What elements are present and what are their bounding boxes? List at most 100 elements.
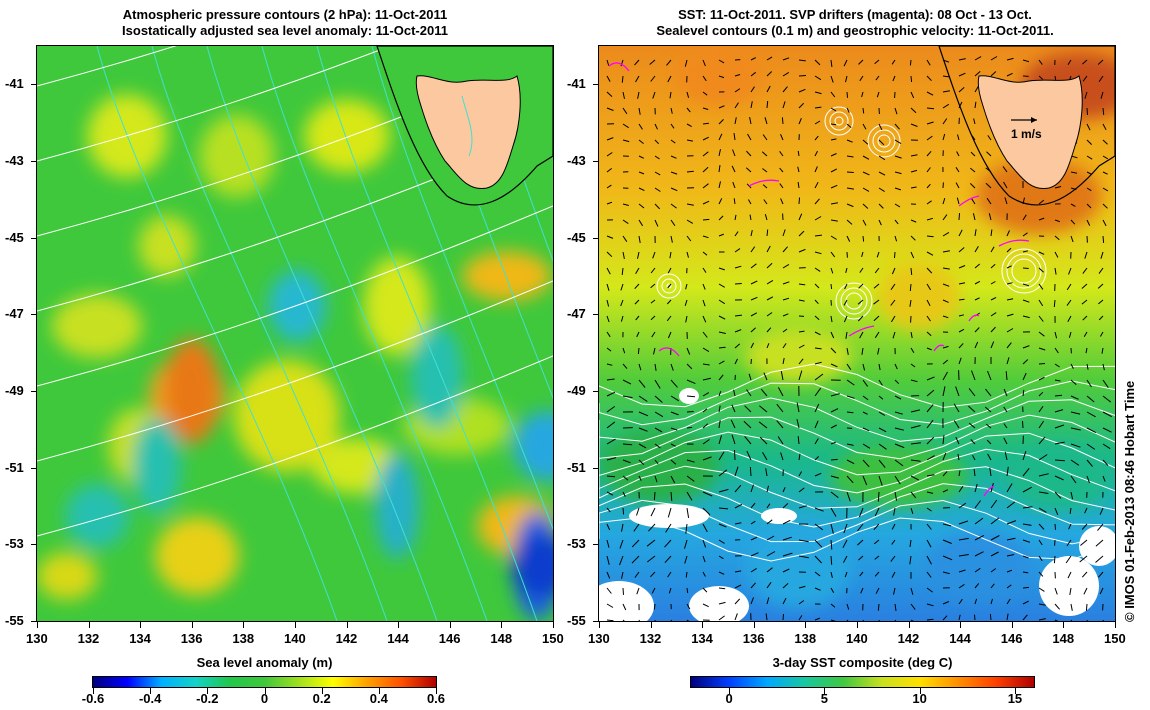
geostrophic-velocity-arrow: [873, 539, 880, 545]
geostrophic-velocity-arrow: [667, 331, 672, 339]
geostrophic-velocity-arrow: [926, 59, 931, 66]
geostrophic-velocity-arrow: [846, 171, 854, 173]
sea-level-contour: [599, 431, 1115, 477]
geostrophic-velocity-arrow: [780, 452, 784, 461]
geostrophic-velocity-arrow: [654, 363, 657, 371]
geostrophic-velocity-arrow: [606, 331, 611, 338]
geostrophic-velocity-arrow: [796, 402, 800, 413]
geostrophic-velocity-arrow: [606, 184, 612, 189]
geostrophic-velocity-arrow: [798, 118, 802, 125]
geostrophic-velocity-arrow: [862, 171, 870, 176]
right-lon-tick-mark: [805, 622, 807, 628]
geostrophic-velocity-arrow: [956, 151, 960, 157]
geostrophic-velocity-arrow: [782, 613, 784, 621]
velocity-scale-label: 1 m/s: [1011, 127, 1042, 141]
geostrophic-velocity-arrow: [734, 466, 739, 477]
geostrophic-velocity-arrow: [1022, 571, 1029, 574]
geostrophic-velocity-arrow: [814, 523, 824, 531]
geostrophic-velocity-arrow: [1003, 388, 1008, 397]
right-lat-tick-label: -53: [567, 536, 586, 552]
sla-colorbar-tick-label: -0.6: [81, 691, 105, 706]
right-lon-tick-mark: [650, 622, 652, 628]
geostrophic-velocity-arrow: [814, 234, 822, 237]
geostrophic-velocity-arrow: [654, 427, 663, 433]
geostrophic-velocity-arrow: [606, 523, 611, 531]
sea-level-anomaly-map[interactable]: [36, 45, 554, 622]
geostrophic-velocity-arrow: [718, 507, 729, 510]
sla-positive-anomaly: [164, 338, 220, 444]
geostrophic-velocity-arrow: [846, 155, 854, 158]
geostrophic-velocity-arrow: [862, 427, 870, 432]
geostrophic-velocity-arrow: [654, 395, 663, 403]
geostrophic-velocity-arrow: [702, 408, 708, 413]
sla-negative-anomaly: [65, 483, 129, 549]
geostrophic-velocity-arrow: [686, 411, 694, 413]
geostrophic-velocity-arrow: [702, 555, 706, 563]
left-lat-tick-label: -49: [5, 383, 24, 398]
geostrophic-velocity-arrow: [718, 105, 725, 109]
geostrophic-velocity-arrow: [814, 403, 820, 413]
geostrophic-velocity-arrow: [702, 299, 706, 307]
geostrophic-velocity-arrow: [972, 213, 976, 221]
right-lat-tick-label: -47: [567, 306, 586, 322]
geostrophic-velocity-arrow: [926, 455, 935, 461]
geostrophic-velocity-arrow: [830, 441, 836, 445]
geostrophic-velocity-arrow: [958, 598, 963, 605]
geostrophic-velocity-arrow: [684, 555, 688, 564]
geostrophic-velocity-arrow: [862, 475, 868, 486]
geostrophic-velocity-arrow: [1006, 483, 1013, 493]
geostrophic-velocity-arrow: [638, 107, 641, 115]
geostrophic-velocity-arrow: [890, 315, 896, 323]
geostrophic-velocity-arrow: [654, 187, 661, 192]
geostrophic-velocity-arrow: [654, 171, 661, 176]
geostrophic-velocity-arrow: [1070, 475, 1077, 484]
left-lon-tick-label: 138: [232, 631, 255, 646]
geostrophic-velocity-arrow: [926, 555, 932, 565]
geostrophic-velocity-arrow: [990, 246, 995, 253]
geostrophic-velocity-arrow: [843, 299, 848, 306]
sst-temperature-patch: [925, 532, 1033, 600]
sst-map[interactable]: 1 m/s: [598, 45, 1116, 622]
geostrophic-velocity-arrow: [958, 554, 969, 557]
geostrophic-velocity-arrow: [958, 502, 967, 509]
geostrophic-velocity-arrow: [1003, 181, 1008, 189]
geostrophic-velocity-arrow: [1070, 411, 1081, 415]
sla-map-canvas: [37, 46, 553, 621]
geostrophic-velocity-arrow: [1102, 123, 1107, 131]
geostrophic-velocity-arrow: [1098, 299, 1104, 305]
geostrophic-velocity-arrow: [750, 263, 757, 269]
geostrophic-velocity-arrow: [1006, 230, 1010, 237]
right-lon-tick-label: 142: [897, 631, 920, 646]
geostrophic-velocity-arrow: [686, 379, 696, 385]
geostrophic-velocity-arrow: [891, 59, 896, 65]
svp-drifter-track: [748, 179, 780, 187]
geostrophic-velocity-arrow: [651, 587, 656, 594]
geostrophic-velocity-arrow: [830, 235, 837, 240]
geostrophic-velocity-arrow: [909, 555, 912, 565]
geostrophic-velocity-arrow: [814, 347, 822, 350]
geostrophic-velocity-arrow: [910, 475, 920, 481]
geostrophic-velocity-arrow: [718, 165, 721, 173]
geostrophic-velocity-arrow: [1022, 359, 1029, 365]
geostrophic-velocity-arrow: [766, 279, 774, 285]
geostrophic-velocity-arrow: [990, 341, 995, 349]
geostrophic-velocity-arrow: [1022, 299, 1030, 303]
geostrophic-velocity-arrow: [750, 86, 755, 93]
geostrophic-velocity-arrow: [814, 198, 820, 205]
geostrophic-velocity-arrow: [766, 567, 773, 573]
geostrophic-velocity-arrow: [1085, 347, 1088, 354]
geostrophic-velocity-arrow: [1099, 507, 1104, 515]
geostrophic-velocity-arrow: [718, 315, 726, 320]
sla-negative-anomaly: [268, 270, 326, 342]
right-lon-tick-mark: [1011, 622, 1013, 628]
geostrophic-velocity-arrow: [766, 327, 772, 333]
geostrophic-velocity-arrow: [702, 251, 708, 256]
geostrophic-velocity-arrow: [1102, 363, 1105, 371]
geostrophic-velocity-arrow: [857, 539, 864, 546]
geostrophic-velocity-arrow: [910, 123, 918, 127]
geostrophic-velocity-arrow: [846, 347, 849, 355]
right-title-line1: SST: 11-Oct-2011. SVP drifters (magenta)…: [678, 7, 1032, 22]
sla-colorbar-tick-label: -0.4: [138, 691, 162, 706]
geostrophic-velocity-arrow: [974, 297, 980, 301]
geostrophic-velocity-arrow: [1070, 459, 1080, 466]
